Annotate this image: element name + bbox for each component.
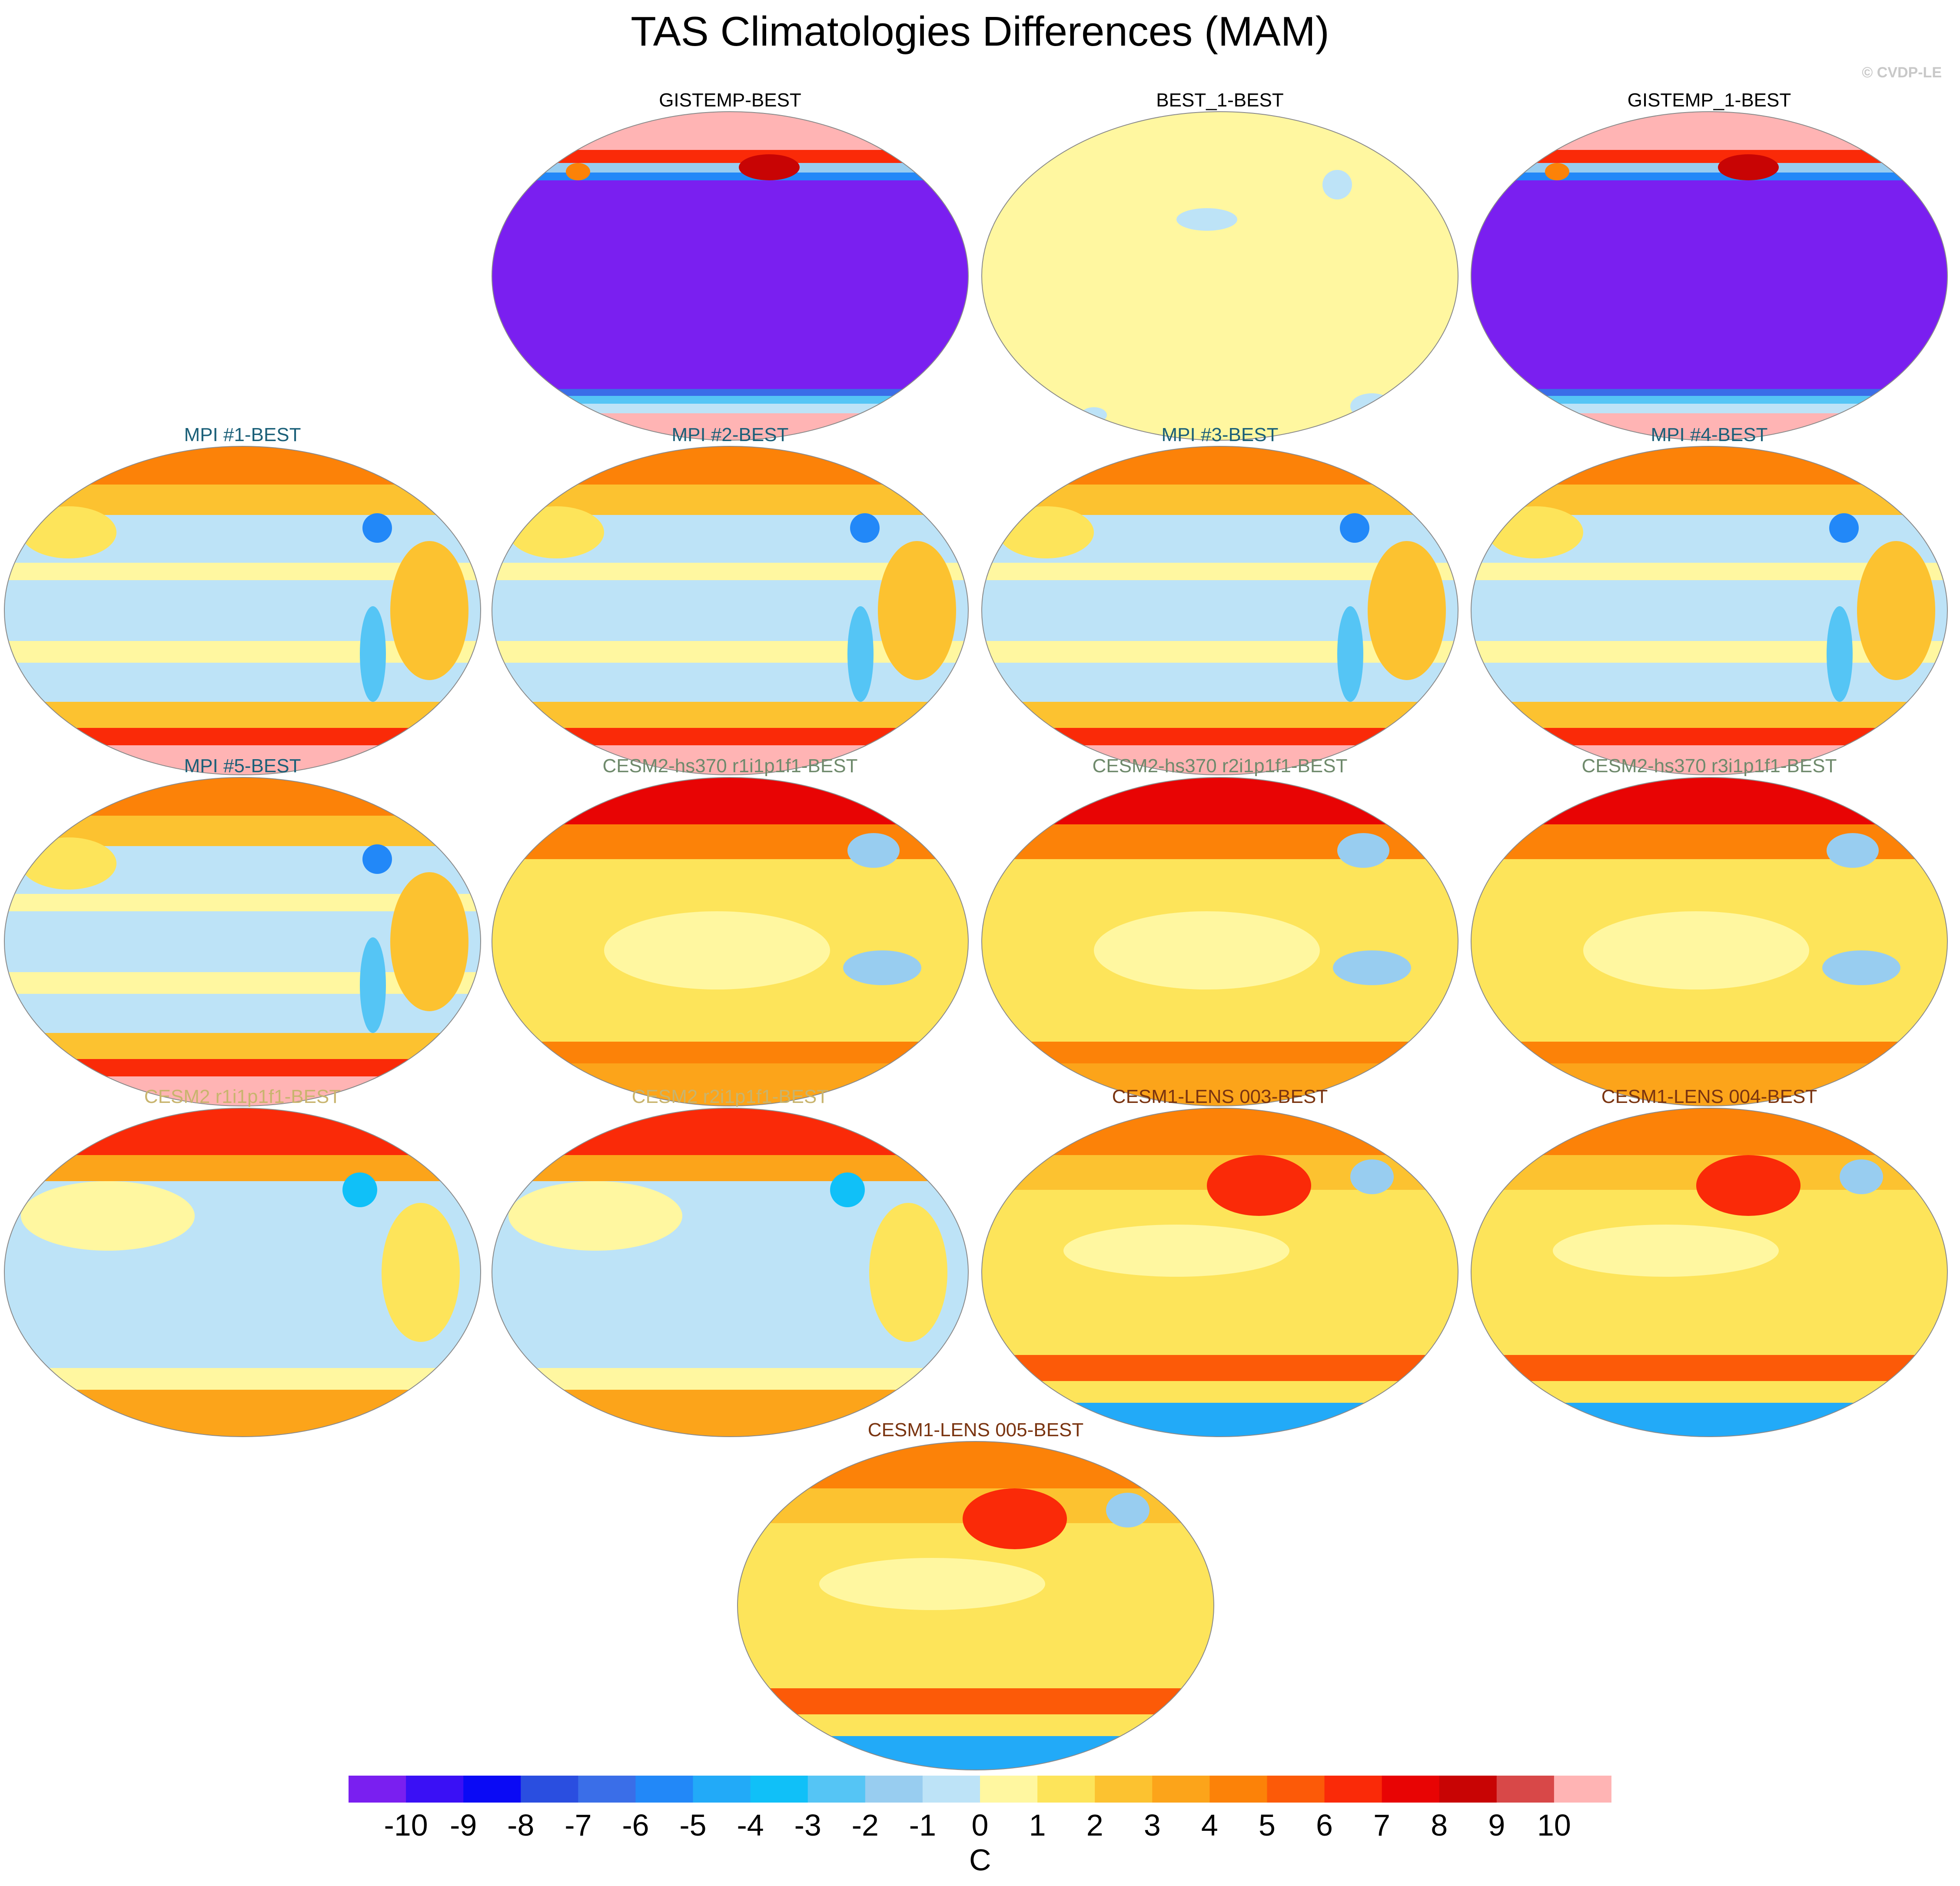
figure-title: TAS Climatologies Differences (MAM) <box>631 8 1329 55</box>
colorbar-tick-label: 4 <box>1201 1808 1218 1842</box>
colorbar-tick-label: 5 <box>1259 1808 1276 1842</box>
panel-title: GISTEMP-BEST <box>659 90 801 111</box>
panel-title: BEST_1-BEST <box>1156 90 1284 111</box>
colorbar-tick-label: -2 <box>851 1808 879 1842</box>
colorbar-box <box>1439 1776 1497 1803</box>
colorbar-box <box>578 1776 636 1803</box>
panel-title: MPI #2-BEST <box>671 424 789 445</box>
colorbar-tick-label: 7 <box>1373 1808 1391 1842</box>
colorbar-tick-label: -3 <box>794 1808 821 1842</box>
global-map <box>491 111 969 441</box>
map-panel: MPI #4-BEST <box>1470 424 1948 775</box>
panel-title: MPI #1-BEST <box>184 424 301 445</box>
colorbar-tick-label: -10 <box>384 1808 428 1842</box>
global-map <box>981 111 1459 441</box>
panel-title: CESM2-hs370 r3i1p1f1-BEST <box>1581 755 1837 777</box>
global-map <box>1470 446 1948 775</box>
colorbar-box <box>1152 1776 1210 1803</box>
map-panel: CESM2 r2i1p1f1-BEST <box>491 1086 969 1437</box>
colorbar-tick-label: -7 <box>565 1808 592 1842</box>
colorbar-units: C <box>969 1843 991 1877</box>
global-map <box>491 446 969 775</box>
colorbar-box <box>1037 1776 1095 1803</box>
colorbar-box <box>1382 1776 1440 1803</box>
colorbar-box <box>980 1776 1038 1803</box>
map-panel: CESM2-hs370 r2i1p1f1-BEST <box>981 755 1459 1106</box>
panel-title: CESM1-LENS 004-BEST <box>1601 1086 1817 1107</box>
colorbar-labels: -10 -9 -8 -7 -6 -5 -4 -3 -2 -1 0 1 2 3 4 5 6 7 8 9 10 <box>349 1808 1611 1843</box>
colorbar-box <box>1095 1776 1153 1803</box>
panel-title: GISTEMP_1-BEST <box>1627 90 1791 111</box>
panel-title: CESM1-LENS 005-BEST <box>867 1419 1084 1441</box>
colorbar-box <box>1267 1776 1325 1803</box>
colorbar-tick-label: 6 <box>1316 1808 1333 1842</box>
colorbar-box <box>1554 1776 1611 1803</box>
colorbar <box>349 1776 1611 1803</box>
global-map <box>1470 1108 1948 1437</box>
map-panel: CESM2-hs370 r1i1p1f1-BEST <box>491 755 969 1106</box>
colorbar-tick-label: 2 <box>1086 1808 1103 1842</box>
map-panel: BEST_1-BEST <box>981 89 1459 441</box>
watermark-text: © CVDP-LE <box>1862 64 1942 81</box>
colorbar-box <box>406 1776 464 1803</box>
colorbar-tick-label: -1 <box>909 1808 937 1842</box>
panel-title: CESM1-LENS 003-BEST <box>1112 1086 1328 1107</box>
panel-title: CESM2-hs370 r1i1p1f1-BEST <box>602 755 858 777</box>
panel-title: MPI #5-BEST <box>184 755 301 777</box>
colorbar-box <box>635 1776 694 1803</box>
global-map <box>491 777 969 1106</box>
map-panel: CESM2 r1i1p1f1-BEST <box>3 1086 482 1437</box>
map-panel: MPI #2-BEST <box>491 424 969 775</box>
panel-title: MPI #4-BEST <box>1651 424 1768 445</box>
colorbar-box <box>1324 1776 1382 1803</box>
colorbar-tick-label: -8 <box>507 1808 535 1842</box>
colorbar-tick-label: 10 <box>1537 1808 1571 1842</box>
colorbar-tick-label: 3 <box>1143 1808 1161 1842</box>
colorbar-box <box>1496 1776 1555 1803</box>
map-panel: CESM1-LENS 003-BEST <box>981 1086 1459 1437</box>
global-map <box>3 1108 482 1437</box>
colorbar-tick-label: -5 <box>679 1808 707 1842</box>
colorbar-box <box>807 1776 866 1803</box>
panel-title: CESM2 r1i1p1f1-BEST <box>144 1086 341 1107</box>
global-map <box>1470 111 1948 441</box>
map-panel: MPI #5-BEST <box>3 755 482 1106</box>
map-panel: MPI #1-BEST <box>3 424 482 775</box>
panel-title: CESM2-hs370 r2i1p1f1-BEST <box>1092 755 1348 777</box>
global-map <box>737 1441 1215 1770</box>
global-map <box>981 1108 1459 1437</box>
global-map <box>3 777 482 1106</box>
colorbar-tick-label: -9 <box>450 1808 477 1842</box>
global-map <box>981 446 1459 775</box>
colorbar-box <box>922 1776 980 1803</box>
colorbar-tick-label: 0 <box>971 1808 989 1842</box>
colorbar-tick-label: 9 <box>1488 1808 1505 1842</box>
colorbar-box <box>750 1776 808 1803</box>
colorbar-tick-label: -6 <box>622 1808 649 1842</box>
map-panel: MPI #3-BEST <box>981 424 1459 775</box>
panel-title: MPI #3-BEST <box>1161 424 1279 445</box>
colorbar-box <box>693 1776 751 1803</box>
map-panel: GISTEMP_1-BEST <box>1470 89 1948 441</box>
colorbar-box <box>463 1776 521 1803</box>
global-map <box>491 1108 969 1437</box>
map-panel: CESM2-hs370 r3i1p1f1-BEST <box>1470 755 1948 1106</box>
colorbar-tick-label: 8 <box>1431 1808 1448 1842</box>
panel-title: CESM2 r2i1p1f1-BEST <box>631 1086 829 1107</box>
global-map <box>3 446 482 775</box>
colorbar-box <box>349 1776 406 1803</box>
map-panel: GISTEMP-BEST <box>491 89 969 441</box>
colorbar-tick-label: 1 <box>1029 1808 1046 1842</box>
global-map <box>981 777 1459 1106</box>
global-map <box>1470 777 1948 1106</box>
colorbar-tick-label: -4 <box>737 1808 764 1842</box>
colorbar-box <box>521 1776 578 1803</box>
colorbar-box <box>865 1776 923 1803</box>
map-panel: CESM1-LENS 004-BEST <box>1470 1086 1948 1437</box>
map-panel: CESM1-LENS 005-BEST <box>737 1419 1215 1770</box>
colorbar-box <box>1209 1776 1267 1803</box>
